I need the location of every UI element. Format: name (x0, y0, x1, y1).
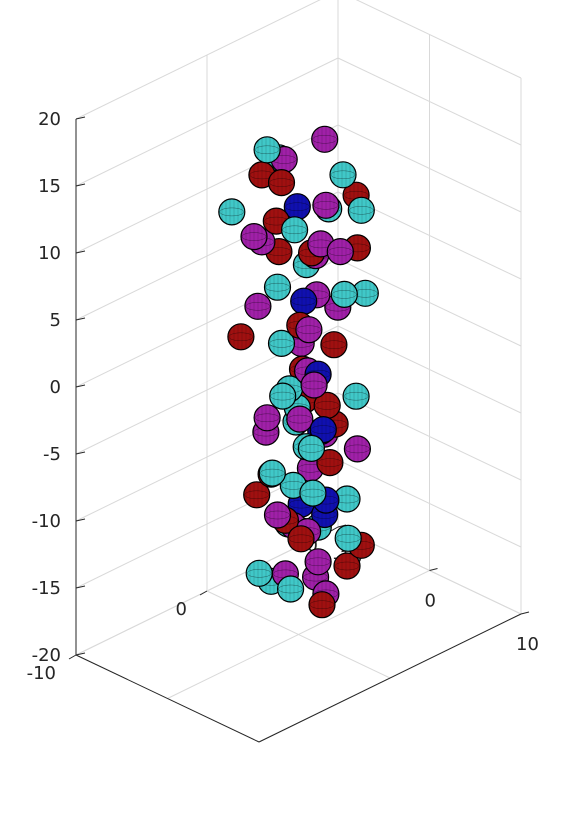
y-axis-line (75, 654, 260, 743)
z-tick-mark (75, 451, 86, 455)
sphere-point-cyan (281, 216, 309, 244)
z-tick-label: -20 (32, 645, 61, 666)
sphere-point-cyan (267, 329, 296, 357)
z-tick-label: -10 (32, 511, 61, 532)
sphere-point-red (267, 169, 296, 197)
sphere-point-magenta (253, 404, 281, 432)
x-tick-label: 10 (516, 634, 539, 655)
sphere-point-cyan (347, 196, 375, 224)
axes-lines (68, 116, 530, 743)
sphere-point-cyan (333, 485, 361, 513)
sphere-point-cyan (342, 382, 370, 410)
z-tick-label: 5 (50, 310, 61, 331)
sphere-points (218, 125, 379, 619)
z-tick-mark (75, 384, 86, 388)
sphere-point-magenta (295, 316, 323, 344)
sphere-point-blue (290, 287, 318, 315)
sphere-point-cyan (330, 280, 358, 308)
sphere-point-magenta (244, 292, 272, 320)
z-tick-label: 15 (38, 176, 61, 197)
z-tick-mark (75, 183, 86, 187)
sphere-point-red (320, 331, 348, 359)
sphere-point-magenta (240, 223, 268, 251)
z-tick-label: 0 (50, 377, 61, 398)
z-tick-mark (75, 585, 86, 589)
sphere-point-blue (283, 193, 311, 221)
y-tick-mark (68, 654, 77, 660)
sphere-point-cyan (277, 575, 305, 603)
sphere-point-cyan (329, 161, 357, 189)
z-tick-mark (75, 250, 86, 254)
sphere-point-cyan (258, 459, 286, 487)
sphere-point-blue (312, 486, 340, 514)
z-tick-label: -5 (43, 444, 61, 465)
z-tick-mark (75, 652, 86, 656)
sphere-point-cyan (269, 382, 297, 410)
sphere-point-magenta (286, 405, 314, 433)
sphere-point-magenta (343, 435, 371, 463)
x-axis-line (258, 613, 522, 743)
x-tick-mark (429, 568, 438, 571)
sphere-point-magenta (300, 371, 328, 399)
sphere-point-magenta (326, 238, 354, 266)
sphere-point-magenta (263, 501, 292, 529)
sphere-point-cyan (297, 434, 325, 462)
sphere-point-magenta (311, 125, 339, 153)
z-tick-mark (75, 116, 86, 120)
sphere-point-cyan (263, 273, 292, 301)
sphere-point-magenta (312, 191, 340, 219)
sphere-point-cyan (334, 524, 362, 552)
sphere-point-red (243, 481, 271, 509)
y-tick-mark (199, 590, 208, 596)
sphere-point-cyan (299, 479, 327, 507)
y-tick-label: 0 (176, 599, 187, 620)
sphere-point-magenta (304, 548, 332, 576)
sphere-point-cyan (253, 136, 281, 164)
x-tick-label: 0 (425, 591, 436, 612)
z-tick-label: 20 (38, 109, 61, 130)
grid-line (167, 570, 430, 699)
y-tick-mark (330, 526, 339, 532)
z-tick-mark (75, 518, 86, 522)
sphere-point-red (313, 391, 341, 419)
sphere-point-cyan (245, 559, 273, 587)
sphere-point-cyan (218, 198, 246, 226)
sphere-point-red (316, 449, 344, 477)
sphere-point-red (227, 323, 255, 351)
sphere-point-red (287, 525, 315, 553)
x-tick-mark (520, 611, 530, 615)
sphere-point-cyan (351, 279, 379, 307)
z-tick-label: 10 (38, 243, 61, 264)
sphere-point-red (333, 552, 361, 580)
z-tick-label: -15 (32, 578, 61, 599)
sphere-point-red (308, 591, 336, 619)
z-tick-mark (75, 317, 86, 321)
y-tick-label: -10 (27, 663, 56, 684)
